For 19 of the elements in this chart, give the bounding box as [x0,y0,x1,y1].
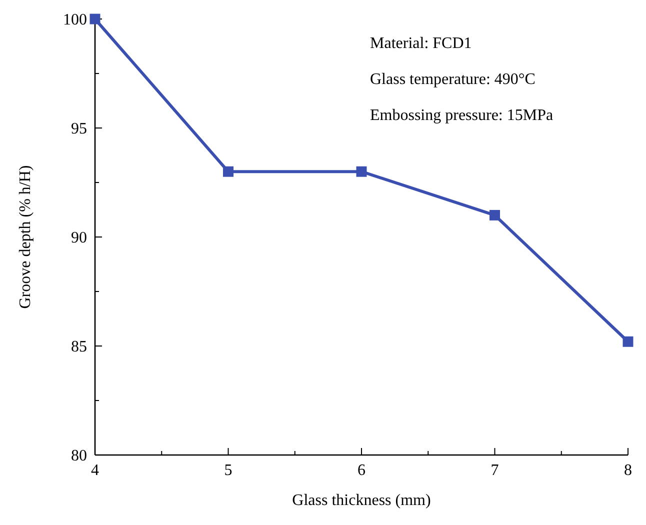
x-tick-label: 5 [224,462,232,479]
x-tick-label: 4 [91,462,99,479]
y-tick-label: 95 [71,120,87,138]
y-tick-label: 80 [71,448,87,465]
y-tick-label: 90 [71,230,87,247]
y-tick-label: 100 [63,12,87,29]
x-axis-title: Glass thickness (mm) [292,492,431,509]
x-tick-label: 8 [624,462,632,479]
point [223,166,234,177]
x-tick-label: 7 [490,462,499,479]
y-tick-label: 85 [71,338,87,356]
point [356,166,367,177]
annotation: Glass temperature: 490°C [370,71,536,88]
point [622,336,634,347]
annotation: Material: FCD1 [370,35,472,52]
y-axis-title: Groove depth (% h/H) [17,165,34,309]
x-tick-label: 6 [358,462,366,479]
annotation: Embossing pressure: 15MPa [370,107,554,124]
point [490,210,500,220]
